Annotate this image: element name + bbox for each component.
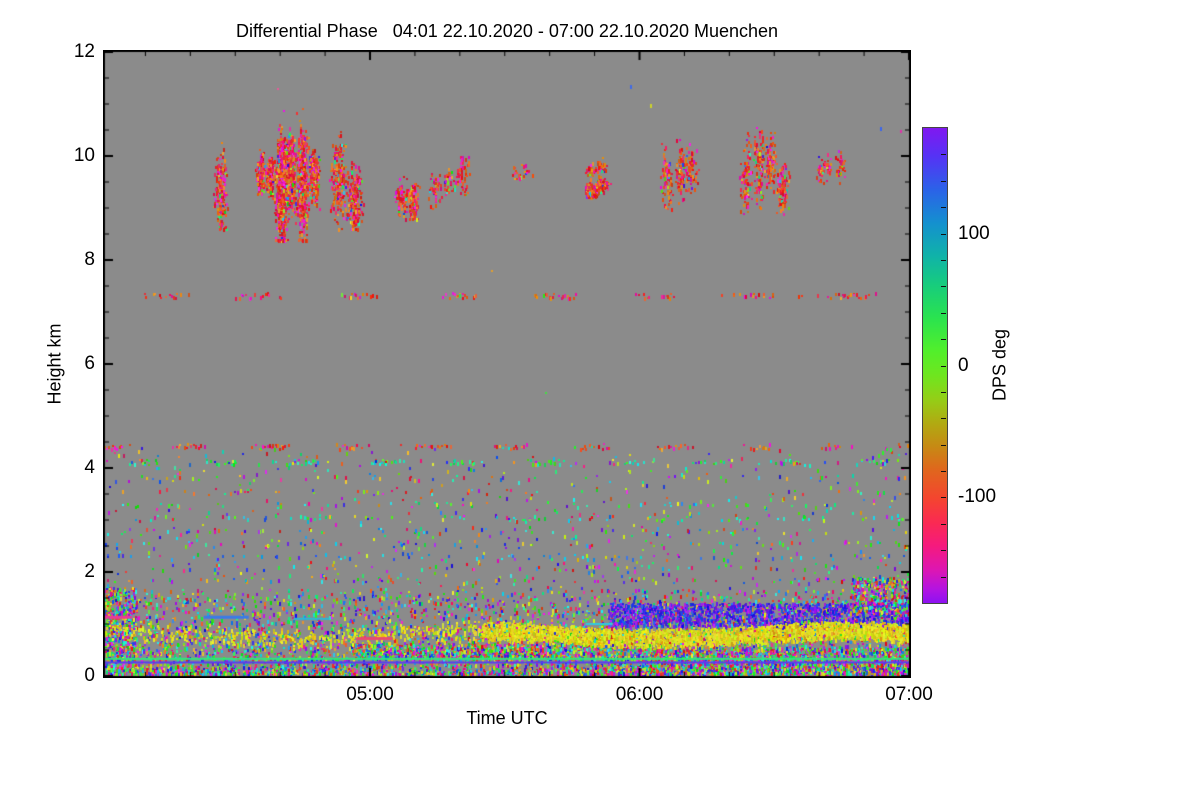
colorbar-tick [941, 180, 946, 182]
colorbar-tick [941, 312, 946, 314]
colorbar-tick [941, 523, 946, 525]
colorbar-tick-label: 0 [958, 354, 969, 376]
heatmap-canvas [103, 50, 911, 678]
y-tick-label: 12 [73, 41, 95, 62]
y-tick-label: 0 [84, 665, 95, 686]
colorbar-tick [941, 286, 946, 288]
y-tick-label: 6 [84, 353, 95, 374]
colorbar-tick [941, 550, 946, 552]
y-tick-label: 2 [84, 561, 95, 582]
y-tick-label: 4 [84, 457, 95, 478]
x-tick-label: 07:00 [885, 684, 933, 705]
colorbar-tick [941, 233, 946, 235]
colorbar-tick [941, 339, 946, 341]
chart-title: Differential Phase 04:01 22.10.2020 - 07… [235, 21, 779, 41]
colorbar-tick-label: 100 [958, 222, 990, 244]
colorbar-tick [941, 471, 946, 473]
colorbar-tick-label: -100 [958, 486, 997, 508]
colorbar-tick [941, 418, 946, 420]
colorbar-tick [941, 259, 946, 261]
colorbar-tick [941, 497, 946, 499]
colorbar-tick [941, 576, 946, 578]
colorbar-tick [941, 154, 946, 156]
colorbar-tick [941, 207, 946, 209]
x-tick-label: 05:00 [346, 684, 394, 705]
colorbar-tick [941, 444, 946, 446]
colorbar-tick [941, 391, 946, 393]
x-axis-label: Time UTC [466, 708, 548, 728]
y-tick-label: 10 [73, 145, 95, 166]
colorbar-label: DPS deg [989, 328, 1010, 402]
colorbar [922, 127, 948, 604]
y-tick-label: 8 [84, 249, 95, 270]
colorbar-tick [941, 365, 946, 367]
x-tick-label: 06:00 [615, 684, 664, 705]
plot-area [103, 50, 911, 678]
